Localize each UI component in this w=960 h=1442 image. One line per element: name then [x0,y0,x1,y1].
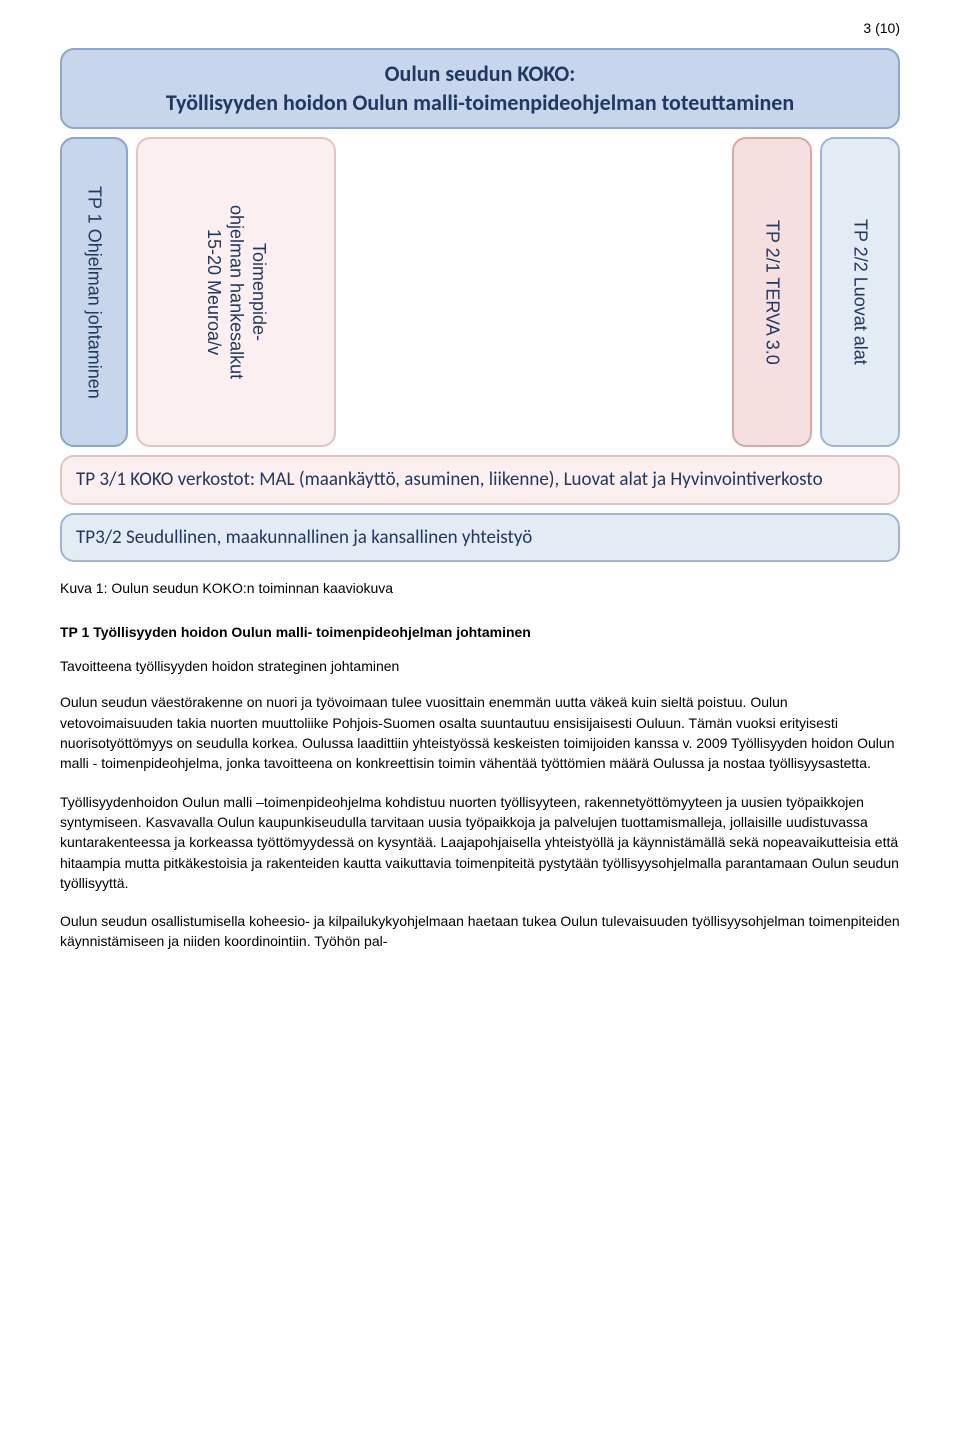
col-spacer [344,137,724,447]
section-title: TP 1 Työllisyyden hoidon Oulun malli- to… [60,624,900,640]
diagram-columns-row: TP 1 Ohjelman johtaminen Toimenpide- ohj… [60,137,900,447]
col-hankesalkut: Toimenpide- ohjelman hankesalkut 15-20 M… [136,137,336,447]
diagram-row-tp31: TP 3/1 KOKO verkostot: MAL (maankäyttö, … [60,455,900,505]
col-terva: TP 2/1 TERVA 3.0 [732,137,812,447]
col-tp1: TP 1 Ohjelman johtaminen [60,137,128,447]
diagram-title-line1: Oulun seudun KOKO: [76,60,884,89]
col-hankesalkut-label: Toimenpide- ohjelman hankesalkut 15-20 M… [202,205,270,379]
paragraph-1: Oulun seudun väestörakenne on nuori ja t… [60,692,900,773]
page-number: 3 (10) [60,20,900,36]
diagram-title-line2: Työllisyyden hoidon Oulun malli-toimenpi… [76,89,884,118]
paragraph-3: Oulun seudun osallistumisella koheesio- … [60,911,900,952]
figure-caption: Kuva 1: Oulun seudun KOKO:n toiminnan ka… [60,580,900,596]
koko-diagram: Oulun seudun KOKO: Työllisyyden hoidon O… [60,48,900,562]
diagram-row-tp32: TP3/2 Seudullinen, maakunnallinen ja kan… [60,513,900,563]
paragraph-2: Työllisyydenhoidon Oulun malli –toimenpi… [60,792,900,893]
diagram-title-box: Oulun seudun KOKO: Työllisyyden hoidon O… [60,48,900,129]
col-tp1-label: TP 1 Ohjelman johtaminen [83,186,106,399]
col-luovat: TP 2/2 Luovat alat [820,137,900,447]
section-subhead: Tavoitteena työllisyyden hoidon strategi… [60,658,900,674]
col-luovat-label: TP 2/2 Luovat alat [849,219,872,365]
col-terva-label: TP 2/1 TERVA 3.0 [761,220,784,365]
